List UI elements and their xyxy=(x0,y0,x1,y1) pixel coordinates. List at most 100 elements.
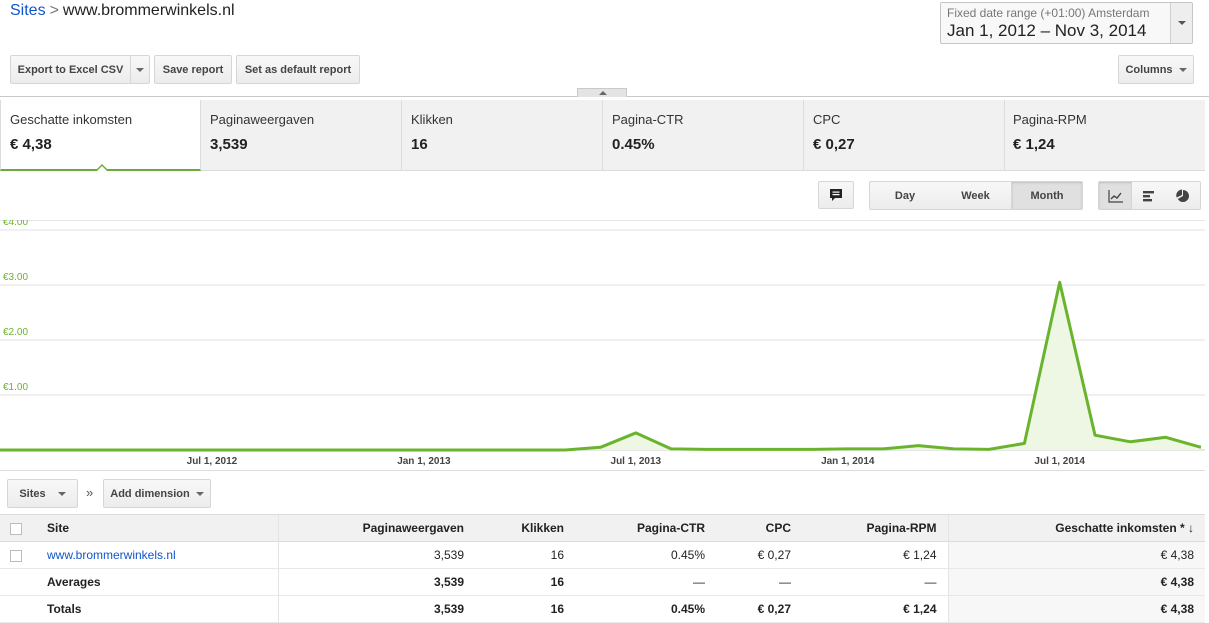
data-point xyxy=(1200,446,1203,449)
metric-value: € 1,24 xyxy=(1013,136,1055,153)
data-point xyxy=(1094,434,1097,437)
granularity-month-label: Month xyxy=(1030,189,1064,202)
granularity-month-button[interactable]: Month xyxy=(1011,181,1083,210)
earnings-chart-svg: Jul 1, 2012 Jan 1, 2013 Jul 1, 2013 Jan 1, … xyxy=(0,217,1205,467)
cell-page-rpm: € 1,24 xyxy=(802,541,948,569)
data-point xyxy=(705,448,708,451)
column-header-page-rpm[interactable]: Pagina-RPM xyxy=(802,514,948,542)
metric-value: € 0,27 xyxy=(813,136,855,153)
column-header-page-views[interactable]: Paginaweergaven xyxy=(277,514,475,542)
data-point xyxy=(599,446,602,449)
column-header-page-ctr[interactable]: Pagina-CTR xyxy=(575,514,716,542)
data-point xyxy=(811,448,814,451)
dimension-separator: » xyxy=(86,485,94,500)
metric-tab-estimated-earnings[interactable]: Geschatte inkomsten € 4,38 xyxy=(0,100,201,171)
column-header-estimated-earnings[interactable]: Geschatte inkomsten * ↓ xyxy=(947,514,1205,542)
site-link[interactable]: www.brommerwinkels.nl xyxy=(47,548,176,562)
date-range-value: Jan 1, 2012 – Nov 3, 2014 xyxy=(947,21,1147,40)
x-tick-label: Jan 1, 2014 xyxy=(821,456,875,467)
averages-label: Averages xyxy=(32,568,278,596)
cell-page-views: 3,539 xyxy=(277,541,475,569)
columns-button[interactable]: Columns xyxy=(1118,55,1194,84)
set-default-report-button[interactable]: Set as default report xyxy=(236,55,360,84)
save-report-button[interactable]: Save report xyxy=(154,55,232,84)
page-title: www.brommerwinkels.nl xyxy=(62,2,235,19)
y-tick-label: €2.00 xyxy=(3,327,28,338)
data-point xyxy=(422,449,425,452)
data-point xyxy=(493,449,496,452)
metric-tab-page-views[interactable]: Paginaweergaven 3,539 xyxy=(201,100,402,171)
bar-chart-button[interactable] xyxy=(1132,181,1167,210)
metric-value: 16 xyxy=(411,136,428,153)
add-dimension-button[interactable]: Add dimension xyxy=(103,479,211,508)
cell-cpc: — xyxy=(716,568,802,596)
data-point xyxy=(776,448,779,451)
data-point xyxy=(140,449,143,452)
pie-chart-icon xyxy=(1176,189,1189,202)
chart-top-border xyxy=(0,220,1205,221)
data-point xyxy=(1129,440,1132,443)
cell-estimated-earnings: € 4,38 xyxy=(947,595,1205,623)
x-tick-label: Jul 1, 2014 xyxy=(1034,456,1085,467)
checkbox[interactable] xyxy=(10,522,22,535)
metric-tab-page-ctr[interactable]: Pagina-CTR 0.45% xyxy=(603,100,804,171)
cell-estimated-earnings: € 4,38 xyxy=(947,568,1205,596)
column-header-clicks[interactable]: Klikken xyxy=(475,514,575,542)
bar-chart-icon xyxy=(1143,190,1154,201)
date-range-picker[interactable]: Fixed date range (+01:00) Amsterdam Jan … xyxy=(940,2,1193,44)
y-tick-label: €1.00 xyxy=(3,382,28,393)
table-header-row: Site Paginaweergaven Klikken Pagina-CTR … xyxy=(0,514,1205,542)
data-point xyxy=(69,449,72,452)
line-chart-icon xyxy=(1107,189,1123,203)
x-tick-label: Jul 1, 2012 xyxy=(187,456,238,467)
data-point xyxy=(952,447,955,450)
cell-page-ctr: — xyxy=(575,568,716,596)
collapse-toggle-icon[interactable] xyxy=(577,88,627,97)
line-chart-button[interactable] xyxy=(1098,181,1133,210)
totals-label: Totals xyxy=(32,595,278,623)
metric-tab-page-rpm[interactable]: Pagina-RPM € 1,24 xyxy=(1004,100,1205,171)
breadcrumb-sites-link[interactable]: Sites xyxy=(10,2,46,19)
averages-row: Averages 3,539 16 — — — € 4,38 xyxy=(0,568,1205,596)
metric-label: CPC xyxy=(813,112,841,127)
export-csv-button[interactable]: Export to Excel CSV xyxy=(10,55,131,84)
date-range-dropdown-icon[interactable] xyxy=(1170,3,1192,43)
row-checkbox-cell[interactable] xyxy=(0,541,32,569)
metric-tab-clicks[interactable]: Klikken 16 xyxy=(402,100,603,171)
select-all-checkbox[interactable] xyxy=(0,514,32,542)
granularity-week-button[interactable]: Week xyxy=(940,181,1012,210)
cell-clicks: 16 xyxy=(475,595,575,623)
annotations-button[interactable] xyxy=(818,181,854,209)
granularity-day-button[interactable]: Day xyxy=(869,181,941,210)
metric-value: 3,539 xyxy=(210,136,248,153)
breadcrumb: Sites > www.brommerwinkels.nl xyxy=(10,2,235,20)
data-point xyxy=(352,449,355,452)
series-line xyxy=(0,280,1202,452)
data-point xyxy=(210,449,213,452)
cell-page-ctr: 0.45% xyxy=(575,541,716,569)
checkbox[interactable] xyxy=(10,549,22,562)
comment-icon xyxy=(830,189,842,201)
export-options-dropdown-icon[interactable] xyxy=(130,55,150,84)
metric-value: 0.45% xyxy=(612,136,655,153)
metric-label: Klikken xyxy=(411,112,453,127)
data-point xyxy=(316,449,319,452)
granularity-day-label: Day xyxy=(894,189,916,202)
data-point xyxy=(281,449,284,452)
metric-tab-cpc[interactable]: CPC € 0,27 xyxy=(804,100,1005,171)
series-area xyxy=(0,282,1201,450)
earnings-chart[interactable]: Jul 1, 2012 Jan 1, 2013 Jul 1, 2013 Jan 1, … xyxy=(0,217,1205,470)
metric-label: Geschatte inkomsten xyxy=(10,112,133,127)
active-tab-indicator xyxy=(95,164,109,171)
data-point xyxy=(1058,281,1061,284)
chevron-down-icon xyxy=(57,491,66,496)
metric-label: Paginaweergaven xyxy=(210,112,315,127)
column-header-cpc[interactable]: CPC xyxy=(716,514,802,542)
cell-cpc: € 0,27 xyxy=(716,541,802,569)
column-header-site[interactable]: Site xyxy=(32,514,278,542)
data-point xyxy=(740,448,743,451)
columns-label: Columns xyxy=(1125,63,1173,76)
pie-chart-button[interactable] xyxy=(1166,181,1201,210)
dimension-select[interactable]: Sites xyxy=(7,479,78,508)
data-point xyxy=(246,449,249,452)
